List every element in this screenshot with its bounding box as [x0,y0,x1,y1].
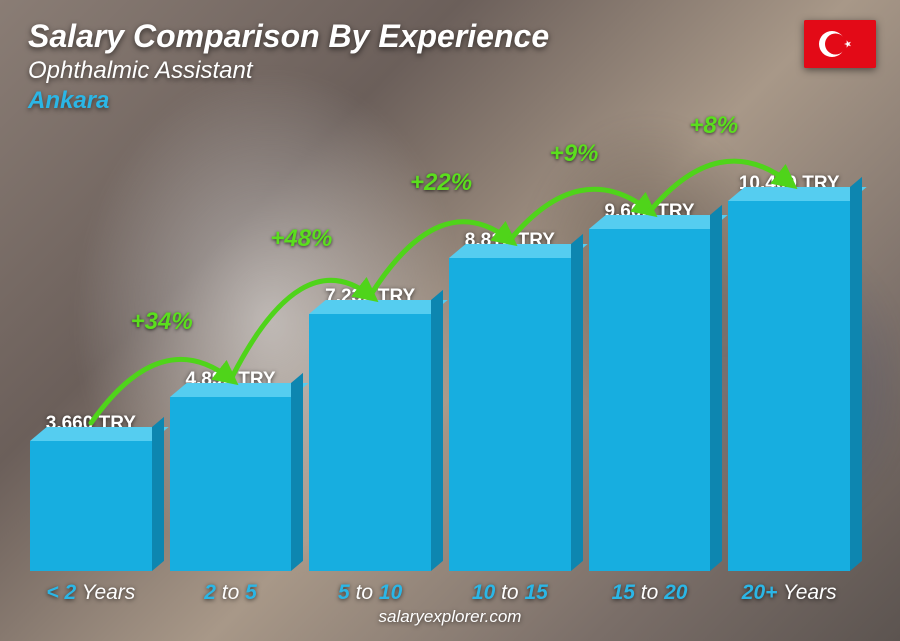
bar-column: 10,400 TRY20+ Years [728,173,850,571]
chart-location: Ankara [28,87,872,115]
bar-column: 7,230 TRY5 to 10 [309,286,431,571]
header: Salary Comparison By Experience Ophthalm… [28,18,872,115]
footer-credit: salaryexplorer.com [0,607,900,627]
bar-category-label: 20+ Years [742,581,837,605]
bar-column: 3,660 TRY< 2 Years [30,413,152,571]
chart-subtitle: Ophthalmic Assistant [28,57,872,85]
turkey-flag-icon [804,20,876,68]
chart-stage: Salary Comparison By Experience Ophthalm… [0,0,900,641]
bar-category-label: < 2 Years [46,581,135,605]
bar [170,397,292,571]
bar-category-label: 15 to 20 [612,581,688,605]
bar-column: 8,810 TRY10 to 15 [449,230,571,571]
bar-category-label: 5 to 10 [338,581,402,605]
bar-category-label: 2 to 5 [204,581,257,605]
bar [728,201,850,571]
increase-pct-label: +8% [689,112,738,140]
bar-column: 4,890 TRY2 to 5 [170,369,292,571]
bar [309,314,431,571]
bar-category-label: 10 to 15 [472,581,548,605]
bar [30,441,152,571]
bar-chart: 3,660 TRY< 2 Years4,890 TRY2 to 57,230 T… [30,141,850,571]
bar [449,258,571,571]
chart-title: Salary Comparison By Experience [28,18,872,55]
bar-column: 9,600 TRY15 to 20 [589,201,711,571]
bar [589,229,711,571]
